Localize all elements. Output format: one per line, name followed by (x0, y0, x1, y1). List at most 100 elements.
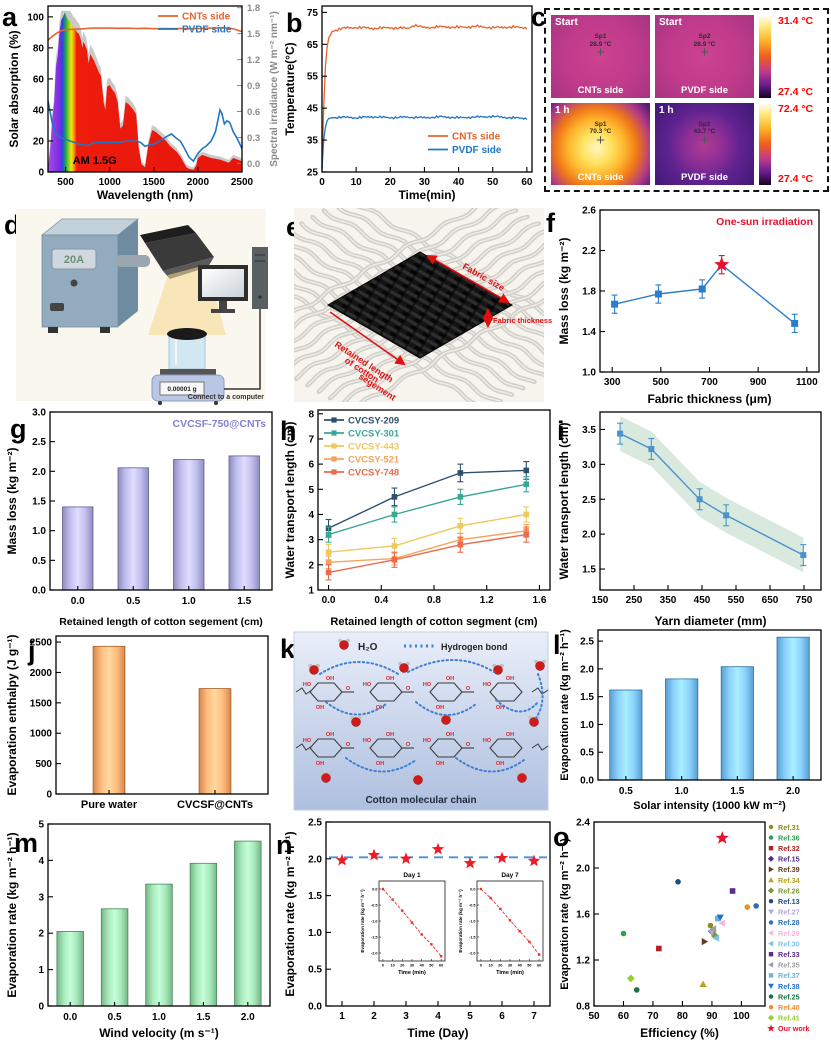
panel-letter-f: f (546, 208, 555, 238)
panel-letter-a: a (2, 2, 18, 32)
svg-text:2.0: 2.0 (786, 786, 800, 797)
svg-text:0.8: 0.8 (427, 595, 441, 606)
svg-text:0.5: 0.5 (126, 596, 140, 607)
fabric-thickness-label: Fabric thickness (493, 316, 552, 325)
svg-text:Temperature(°C): Temperature(°C) (283, 42, 297, 135)
colorbar (759, 15, 771, 98)
svg-text:300: 300 (604, 377, 621, 388)
lamp-head (116, 225, 214, 279)
svg-text:40: 40 (33, 105, 45, 116)
svg-text:2.6: 2.6 (582, 206, 596, 217)
molecular-schematic: O OH OH HO O OH OH HO O OH OH HO OH OH HO O OH OH HO O OH OH H… (295, 638, 549, 785)
svg-text:Ref.29: Ref.29 (778, 929, 800, 938)
svg-text:CVCSY-443: CVCSY-443 (348, 442, 399, 453)
svg-text:HO: HO (363, 738, 372, 744)
svg-text:0: 0 (38, 1002, 44, 1013)
svg-text:90: 90 (706, 1011, 718, 1022)
svg-text:1.5: 1.5 (580, 692, 594, 703)
svg-text:1.5: 1.5 (196, 1012, 210, 1023)
svg-text:HO: HO (303, 738, 312, 744)
svg-text:O: O (346, 686, 351, 692)
svg-text:Solar absorption (%): Solar absorption (%) (7, 30, 21, 147)
svg-text:Ref.40: Ref.40 (778, 1003, 800, 1012)
panel-letter-h: h (280, 416, 297, 446)
svg-text:O: O (466, 742, 471, 748)
svg-text:-1.5: -1.5 (371, 936, 378, 940)
svg-text:20: 20 (33, 136, 45, 147)
svg-text:70: 70 (647, 1011, 659, 1022)
svg-text:30: 30 (419, 177, 431, 188)
panel-a-chart: 0.0 0.3 0.6 0.9 1.2 1.5 1.8 Spectral irradiance… (7, 3, 280, 202)
svg-text:100: 100 (27, 12, 44, 23)
svg-text:1.5: 1.5 (730, 786, 744, 797)
svg-text:Evaporation rate (kg m⁻² h⁻¹): Evaporation rate (kg m⁻² h⁻¹) (360, 889, 365, 953)
retained-length-arrow (329, 311, 406, 366)
side-label: CNTs side (577, 172, 624, 183)
svg-text:2.0: 2.0 (582, 530, 596, 541)
svg-text:0.0: 0.0 (308, 1002, 322, 1013)
svg-text:Fabric thickness (μm): Fabric thickness (μm) (647, 392, 771, 406)
thermal-image-pvdf-start: Start Sp2 28.9 °C + PVDF side (655, 15, 754, 98)
svg-text:1.2: 1.2 (247, 55, 260, 66)
svg-text:4: 4 (435, 1011, 441, 1022)
svg-text:Time (min): Time (min) (398, 970, 426, 976)
svg-text:1.0: 1.0 (675, 786, 689, 797)
side-label: CNTs side (577, 84, 624, 96)
thermal-image-pvdf-1h: 1 h Sp2 43.7 °C + PVDF side (655, 102, 754, 185)
panel-letter-l: l (553, 630, 561, 660)
svg-text:Time (min): Time (min) (496, 970, 524, 976)
fabric-size-arrow (426, 254, 510, 304)
svg-text:OH: OH (316, 705, 324, 711)
svg-text:0: 0 (480, 964, 482, 968)
svg-text:3: 3 (38, 892, 44, 903)
svg-text:OH: OH (436, 705, 444, 711)
svg-text:0: 0 (38, 168, 44, 179)
svg-text:CVCSY-301: CVCSY-301 (348, 429, 400, 440)
svg-text:0.8: 0.8 (576, 1002, 590, 1013)
svg-text:OH: OH (326, 676, 334, 682)
panel-k-illustration: O OH OH HO O OH OH HO O OH OH HO OH OH HO O OH OH HO O OH OH H… (293, 631, 549, 811)
panel-l-chart: 0.5 1.0 1.5 2.0 0.0 0.5 1.0 1.5 2.0 2.5 Solar inte… (559, 629, 822, 812)
svg-text:Ref.41: Ref.41 (778, 1014, 800, 1023)
svg-text:Ref.30: Ref.30 (778, 939, 800, 948)
panel-b-chart: 0 10 20 30 40 50 60 25 35 45 55 65 75 Time(min) Temper… (283, 5, 533, 202)
svg-text:Wind velocity (m s⁻¹): Wind velocity (m s⁻¹) (99, 1026, 219, 1040)
svg-text:Water transport length (cm): Water transport length (cm) (283, 422, 297, 579)
svg-text:10: 10 (351, 177, 363, 188)
crosshair-icon: + (700, 131, 709, 149)
svg-text:0: 0 (319, 177, 325, 188)
svg-text:3: 3 (403, 1011, 409, 1022)
svg-text:20: 20 (400, 964, 404, 968)
svg-text:45: 45 (307, 104, 319, 115)
svg-text:OH: OH (386, 676, 394, 682)
panel-letter-c: c (531, 2, 547, 32)
beaker-with-fabric (167, 328, 207, 370)
svg-text:OH: OH (496, 761, 504, 767)
svg-text:1.0: 1.0 (182, 596, 196, 607)
panel-n-chart: 1 2 3 4 5 6 7 0.0 0.5 1.0 1.5 2.0 2.5 Time (Day) Evapo… (283, 818, 551, 1040)
svg-text:1.8: 1.8 (247, 3, 260, 14)
svg-text:Evaporation rate (kg m⁻² h⁻¹): Evaporation rate (kg m⁻² h⁻¹) (458, 889, 463, 953)
svg-text:Ref.34: Ref.34 (778, 876, 800, 885)
side-label: PVDF side (681, 172, 728, 183)
svg-text:Retained length of cotton segm: Retained length of cotton segment (cm) (330, 616, 538, 628)
svg-text:CVCSF@CNTs: CVCSF@CNTs (177, 799, 253, 811)
svg-text:Ref.13: Ref.13 (778, 897, 800, 906)
spot-reading: Sp1 28.9 °C + (589, 33, 612, 62)
svg-text:0.0: 0.0 (580, 776, 594, 787)
time-label: 1 h (659, 104, 674, 116)
svg-text:75: 75 (307, 8, 319, 19)
svg-text:OH: OH (436, 761, 444, 767)
time-label: Start (659, 17, 682, 28)
svg-text:-0.5: -0.5 (469, 904, 476, 908)
svg-text:60: 60 (537, 964, 541, 968)
svg-text:HO: HO (483, 738, 492, 744)
panel-letter-b: b (286, 8, 303, 38)
svg-text:Ref.15: Ref.15 (778, 855, 800, 864)
svg-text:Evaporation rate (kg m⁻² h⁻¹): Evaporation rate (kg m⁻² h⁻¹) (283, 831, 297, 996)
svg-text:0.0: 0.0 (247, 159, 260, 170)
svg-text:8: 8 (308, 409, 314, 420)
svg-text:2.5: 2.5 (580, 637, 594, 648)
thermal-row-1h: 1 h Sp1 70.3 °C + CNTs side 1 h Sp2 43.7… (551, 102, 822, 185)
colorbar-scale-top: 31.4 °C 27.4 °C (778, 15, 814, 98)
